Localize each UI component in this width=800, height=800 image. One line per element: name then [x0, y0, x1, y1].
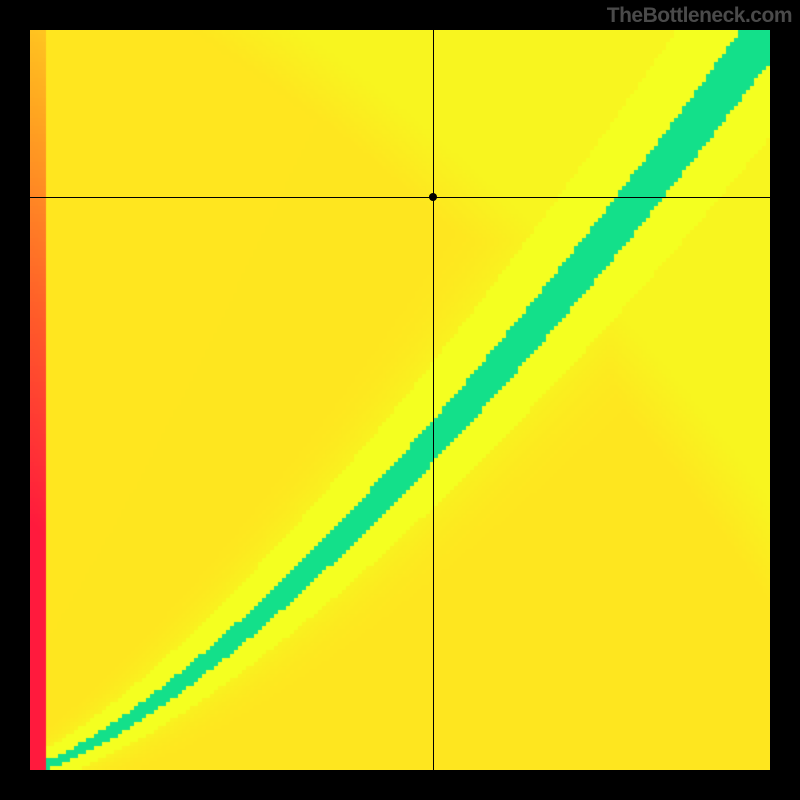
crosshair-horizontal: [30, 197, 770, 198]
heatmap-plot: [30, 30, 770, 770]
heatmap-canvas: [30, 30, 770, 770]
crosshair-vertical: [433, 30, 434, 770]
crosshair-marker: [429, 193, 437, 201]
watermark-text: TheBottleneck.com: [607, 4, 792, 28]
